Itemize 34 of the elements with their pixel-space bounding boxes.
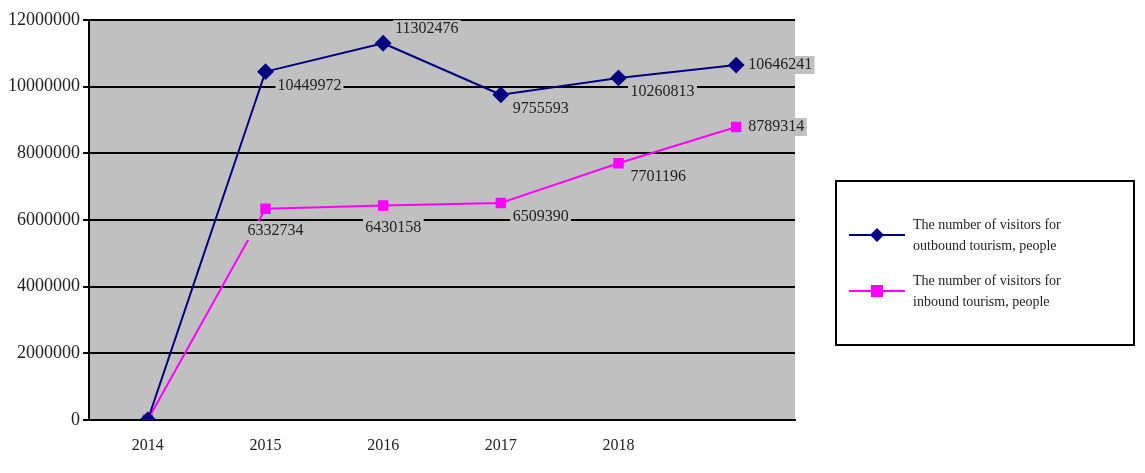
- point: [377, 200, 389, 211]
- y-tick-label: 10000000: [8, 75, 80, 96]
- point: [257, 63, 274, 80]
- x-tick-label: 2014: [131, 435, 164, 453]
- x-tick-label: 2017: [484, 435, 517, 453]
- data-label: 10260813: [630, 82, 695, 100]
- point: [375, 35, 392, 52]
- legend-label: The number of visitors for outbound tourism, people: [913, 216, 1062, 255]
- point: [730, 121, 742, 133]
- data-label: 8789314: [748, 117, 805, 135]
- data-label: 7701196: [630, 167, 686, 185]
- y-tick-label: 4000000: [17, 275, 80, 296]
- data-label: 6509390: [512, 207, 569, 225]
- x-tick-label: 2016: [367, 435, 400, 453]
- data-label: 9755593: [512, 98, 569, 116]
- point: [610, 69, 627, 86]
- y-tick-label: 0: [71, 408, 80, 429]
- point: [495, 197, 507, 209]
- y-tick-label: 8000000: [17, 142, 80, 162]
- data-label: 6430158: [365, 217, 422, 235]
- y-tick-label: 2000000: [17, 341, 80, 362]
- data-label: 10646241: [748, 55, 813, 73]
- point: [492, 86, 509, 103]
- y-tick-label: 12000000: [8, 8, 80, 29]
- point: [613, 157, 624, 169]
- data-label: 6332734: [247, 221, 304, 239]
- x-tick-label: 2018: [602, 435, 635, 453]
- y-tick-label: 6000000: [17, 208, 80, 229]
- legend-label: The number of visitors for inbound tourism, people: [913, 272, 1062, 311]
- x-tick-label: 2015: [249, 435, 282, 453]
- point: [728, 57, 745, 74]
- data-label: 11302476: [395, 19, 459, 37]
- point: [260, 203, 271, 215]
- data-label: 10449972: [277, 75, 342, 93]
